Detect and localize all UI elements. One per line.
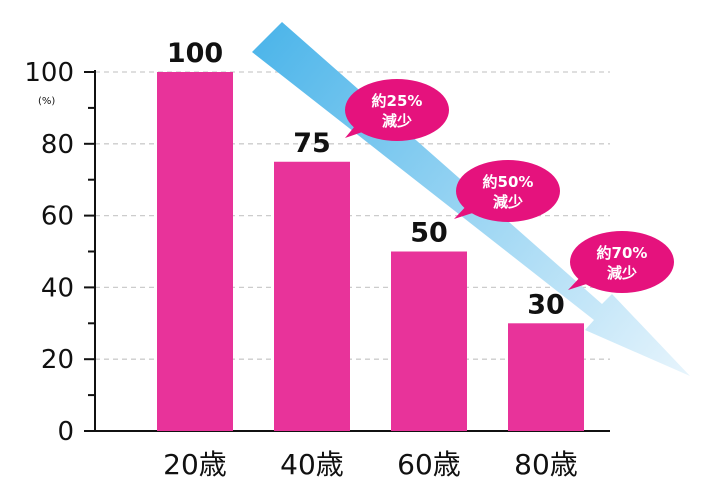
labels: 100 20歳 75 40歳 50 60歳 30 80歳 [163,38,578,481]
y-tick-label: 40 [41,273,74,303]
callout-text-line1: 約70% [597,244,648,262]
bar [391,251,467,431]
y-tick-label: 60 [41,202,74,232]
bar-value-label: 30 [527,289,565,320]
callout-text-line2: 減少 [607,264,637,282]
callout-text-line1: 約25% [372,92,423,110]
callout-bubble: 約70% 減少 [568,231,674,293]
callout-bubble: 約25% 減少 [345,79,449,141]
bar-value-label: 100 [167,38,223,69]
x-category-label: 60歳 [397,448,461,481]
callout-text-line2: 減少 [493,193,523,211]
callout-ellipse [345,79,449,141]
bar [508,323,584,431]
bar [274,161,350,431]
callout-bubble: 約50% 減少 [454,160,560,222]
callout-text-line1: 約50% [483,173,534,191]
bar-value-label: 75 [293,128,331,159]
y-tick-label: 100 [24,58,74,88]
y-tick-label: 0 [57,417,74,447]
y-tick-label: 20 [41,345,74,375]
bars [157,72,584,431]
y-axis: 0 20 40 60 80 100 (%) [24,58,610,447]
callout-ellipse [456,160,560,222]
callout-text-line2: 減少 [382,112,412,130]
y-unit-label: (%) [38,96,55,107]
x-category-label: 40歳 [280,448,344,481]
callout-ellipse [570,231,674,293]
y-tick-label: 80 [41,130,74,160]
x-category-label: 80歳 [514,448,578,481]
bar [157,72,233,431]
x-category-label: 20歳 [163,448,227,481]
bar-value-label: 50 [410,218,448,249]
